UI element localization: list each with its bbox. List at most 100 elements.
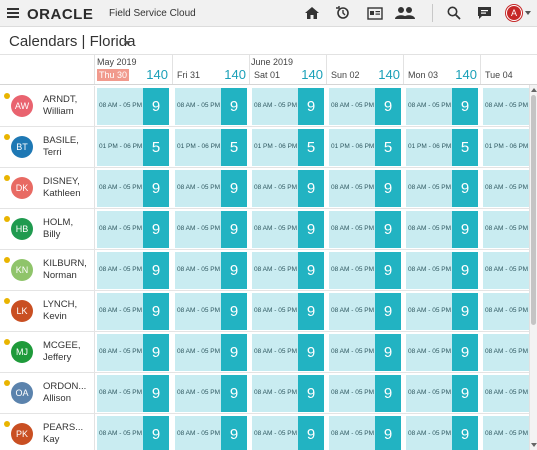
- shift-cell[interactable]: 08 AM - 05 PM9: [483, 211, 537, 248]
- day-header[interactable]: Thu 30 140: [95, 67, 171, 83]
- day-header[interactable]: Fri 31 140: [173, 67, 249, 83]
- table-row: KN KILBURN, Norman 08 AM - 05 PM 9 08 AM - 05…: [0, 250, 537, 291]
- table-row: HB HOLM, Billy 08 AM - 05 PM 9 08 AM - 05 PM 9…: [0, 209, 537, 250]
- page-title[interactable]: Calendars | Florida: [9, 33, 136, 50]
- menu-icon[interactable]: [7, 8, 19, 18]
- home-icon[interactable]: [301, 3, 323, 23]
- shift-count: 9: [452, 416, 478, 450]
- dispatch-icon[interactable]: [333, 3, 355, 23]
- shift-count: 9: [452, 211, 478, 248]
- shift-cell[interactable]: 08 AM - 05 PM9: [483, 293, 537, 330]
- chevron-down-icon[interactable]: [124, 41, 130, 45]
- technician-cell[interactable]: KN KILBURN, Norman: [0, 250, 95, 290]
- vertical-scrollbar[interactable]: [529, 85, 537, 450]
- shift-count: 9: [452, 375, 478, 412]
- shift-count: 5: [375, 129, 401, 166]
- technician-cell[interactable]: HB HOLM, Billy: [0, 209, 95, 249]
- technician-last-name: DISNEY,: [43, 176, 80, 187]
- technician-cell[interactable]: BT BASILE, Terri: [0, 127, 95, 167]
- shift-cell[interactable]: 08 AM - 05 PM9: [483, 416, 537, 450]
- scrollbar-thumb[interactable]: [531, 95, 536, 325]
- technician-cell[interactable]: DK DISNEY, Kathleen: [0, 168, 95, 208]
- scroll-up-icon[interactable]: [531, 88, 537, 92]
- technician-cell[interactable]: PK PEARS... Kay: [0, 414, 95, 450]
- day-header[interactable]: Sun 02 140: [327, 67, 403, 83]
- shift-cell[interactable]: 08 AM - 05 PM9: [483, 375, 537, 412]
- day-label: Mon 03: [408, 70, 439, 80]
- technician-cell[interactable]: MJ MCGEE, Jeffery: [0, 332, 95, 372]
- day-header[interactable]: Mon 03 140: [404, 67, 480, 83]
- scroll-down-icon[interactable]: [531, 443, 537, 447]
- search-icon[interactable]: [443, 3, 465, 23]
- shift-cell[interactable]: 08 AM - 05 PM9: [483, 334, 537, 371]
- technician-cell[interactable]: AW ARNDT, William: [0, 86, 95, 126]
- month-label: May 2019: [97, 57, 137, 67]
- shift-count: 9: [143, 252, 169, 289]
- shift-cell[interactable]: 08 AM - 05 PM9: [483, 170, 537, 207]
- calendar-card-icon[interactable]: [364, 3, 386, 23]
- team-icon[interactable]: [394, 3, 416, 23]
- shift-count: 9: [452, 88, 478, 125]
- avatar: LK: [11, 300, 33, 322]
- technician-cell[interactable]: LK LYNCH, Kevin: [0, 291, 95, 331]
- user-menu-chevron-icon[interactable]: [525, 11, 531, 15]
- table-row: MJ MCGEE, Jeffery 08 AM - 05 PM 9 08 AM - 05 …: [0, 332, 537, 373]
- day-header[interactable]: Sat 01 140: [250, 67, 326, 83]
- shift-cell[interactable]: 08 AM - 05 PM9: [483, 88, 537, 125]
- chat-icon[interactable]: [473, 3, 495, 23]
- user-avatar[interactable]: A: [506, 5, 522, 21]
- shift-cell[interactable]: 08 AM - 05 PM9: [483, 252, 537, 289]
- day-header[interactable]: Tue 04: [481, 67, 537, 83]
- shift-cell[interactable]: 01 PM - 06 PM5: [483, 129, 537, 166]
- shift-hours: 08 AM - 05 PM: [254, 389, 297, 396]
- technician-cell[interactable]: OA ORDON... Allison: [0, 373, 95, 413]
- shift-hours: 08 AM - 05 PM: [331, 307, 374, 314]
- shift-hours: 08 AM - 05 PM: [254, 266, 297, 273]
